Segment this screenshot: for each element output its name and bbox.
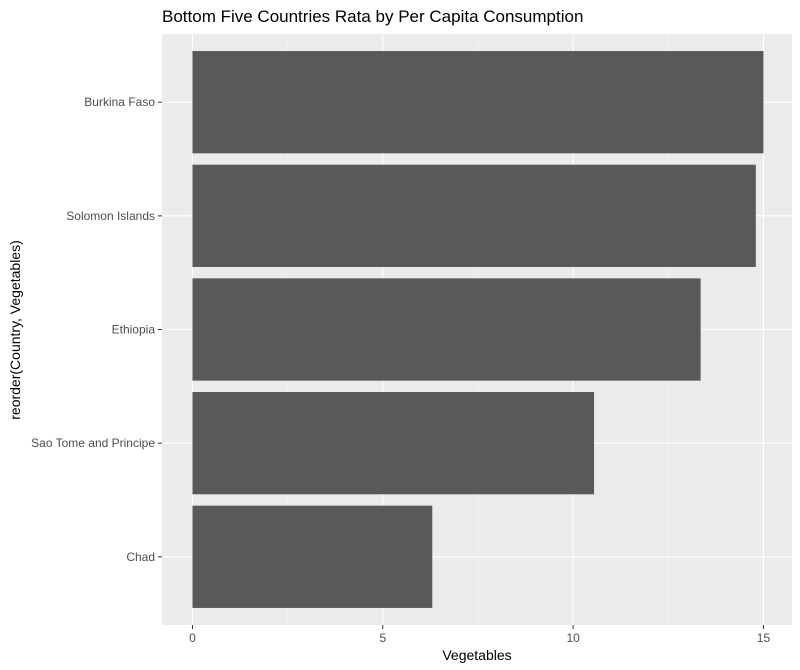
y-axis: Chad Sao Tome and Principe Ethiopia Solomon… <box>31 95 162 564</box>
y-tick-label: Ethiopia <box>112 323 156 337</box>
y-tick-label: Burkina Faso <box>84 95 155 109</box>
x-tick-label: 0 <box>189 631 196 645</box>
y-tick-label: Chad <box>126 550 155 564</box>
x-tick-label: 15 <box>757 631 771 645</box>
chart-title: Bottom Five Countries Rata by Per Capita… <box>162 7 583 26</box>
bar <box>192 505 433 608</box>
bars <box>192 51 764 608</box>
y-tick-label: Solomon Islands <box>66 209 155 223</box>
x-tick-label: 5 <box>379 631 386 645</box>
bar <box>192 164 756 267</box>
bar <box>192 278 701 381</box>
bar <box>192 392 595 495</box>
bar <box>192 51 764 154</box>
x-axis: 0 5 10 15 <box>189 625 770 645</box>
x-tick-label: 10 <box>566 631 580 645</box>
y-tick-label: Sao Tome and Principe <box>31 436 155 450</box>
y-axis-title: reorder(Country, Vegetables) <box>7 240 23 420</box>
x-axis-title: Vegetables <box>442 647 511 663</box>
